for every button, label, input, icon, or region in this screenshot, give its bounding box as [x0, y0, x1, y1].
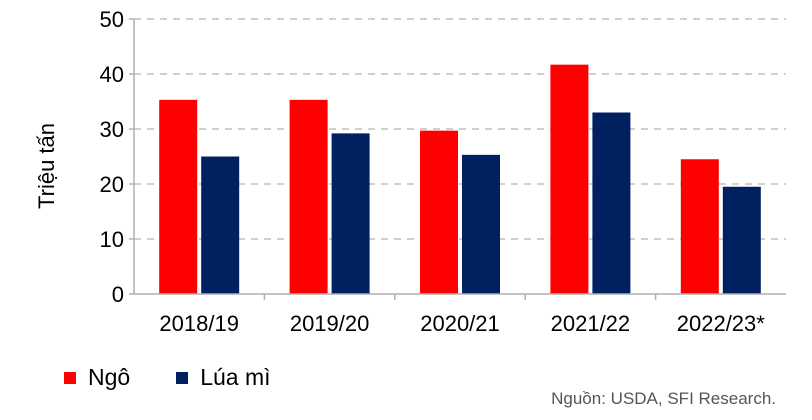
- y-tick-label: 0: [112, 282, 124, 307]
- legend: Ngô Lúa mì: [64, 364, 317, 391]
- legend-item-wheat: Lúa mì: [176, 364, 271, 391]
- bar-wheat: [331, 133, 370, 294]
- y-axis-label: Triệu tấn: [34, 123, 59, 209]
- bars: [159, 64, 761, 295]
- y-tick-label: 10: [100, 227, 124, 252]
- legend-label-corn: Ngô: [88, 364, 131, 390]
- y-tick-label: 40: [100, 62, 124, 87]
- bar-corn: [289, 99, 328, 294]
- x-tick-label: 2021/22: [551, 311, 631, 336]
- legend-swatch-corn: [64, 371, 76, 384]
- x-tick-labels: 2018/19 2019/20 2020/21 2021/22 2022/23*: [159, 311, 765, 336]
- x-tick-label: 2022/23*: [677, 311, 766, 336]
- gridlines: [134, 18, 786, 240]
- legend-swatch-wheat: [176, 371, 189, 384]
- x-tick-label: 2019/20: [290, 311, 370, 336]
- bar-corn: [420, 130, 458, 294]
- y-tick-labels: 0 10 20 30 40 50: [100, 7, 124, 307]
- bar-wheat: [722, 186, 761, 294]
- bar-corn: [550, 64, 589, 295]
- x-tick-label: 2018/19: [159, 311, 239, 336]
- y-tick-label: 20: [100, 172, 124, 197]
- bar-chart: 0 10 20 30 40 50 2018/19 2019/20 2020/21 2021/22…: [34, 7, 786, 336]
- y-tick-label: 50: [100, 7, 124, 32]
- bar-corn: [159, 99, 198, 294]
- legend-label-wheat: Lúa mì: [200, 364, 271, 390]
- y-tick-label: 30: [100, 117, 124, 142]
- bar-wheat: [592, 112, 631, 294]
- axes: [129, 18, 786, 300]
- legend-item-corn: Ngô: [64, 364, 130, 391]
- bar-corn: [680, 159, 719, 294]
- bar-wheat: [201, 156, 240, 294]
- source-note: Nguồn: USDA, SFI Research.: [551, 389, 776, 408]
- bar-wheat: [462, 154, 500, 294]
- x-tick-label: 2020/21: [420, 311, 500, 336]
